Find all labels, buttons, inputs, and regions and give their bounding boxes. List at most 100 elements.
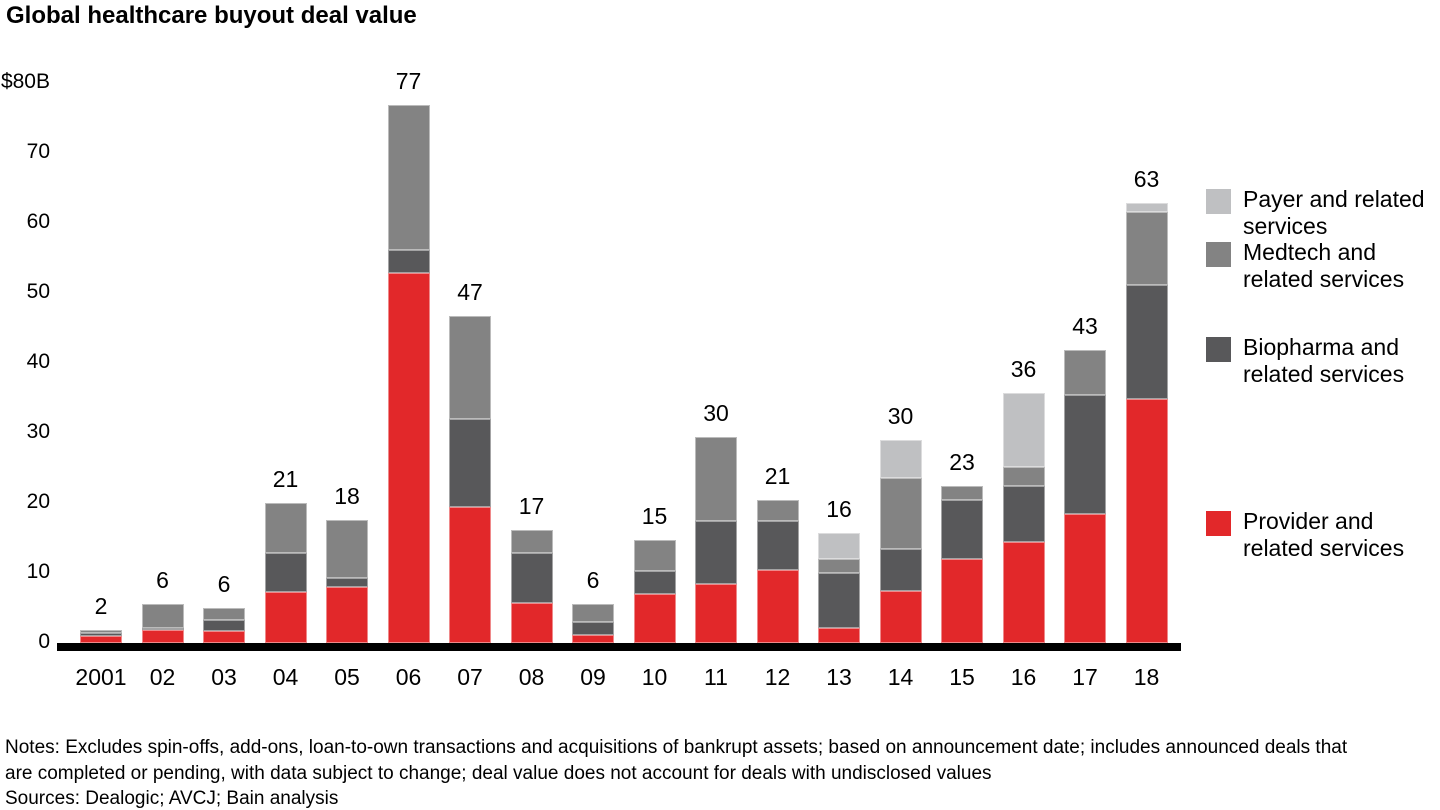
- bar-segment: [141, 630, 184, 643]
- bar-segment: [879, 477, 922, 550]
- x-tick-label: 03: [211, 664, 237, 690]
- bar-segment: [695, 436, 737, 521]
- bar-segment: [818, 628, 860, 643]
- bar-segment: [818, 573, 860, 629]
- bar-segment: [941, 485, 983, 500]
- bar-13: [818, 533, 860, 643]
- bar-segment: [879, 591, 922, 643]
- bar-segment: [695, 584, 737, 643]
- bar-segment: [1125, 285, 1168, 400]
- bar-segment: [1125, 399, 1168, 643]
- provider-swatch-icon: [1206, 511, 1231, 536]
- x-tick-label: 04: [272, 664, 299, 690]
- y-tick-label: 50: [26, 280, 50, 303]
- bar-05: [326, 519, 368, 643]
- bar-16: [1002, 393, 1045, 643]
- x-tick-label: 09: [580, 664, 606, 690]
- bar-segment: [141, 627, 184, 631]
- x-tick-label: 08: [518, 664, 545, 690]
- bar-segment: [756, 520, 799, 570]
- bar-segment: [264, 553, 307, 592]
- y-tick-label: 20: [26, 490, 50, 513]
- bar-total-label: 47: [457, 279, 483, 306]
- x-tick-label: 2001: [75, 664, 127, 690]
- bar-segment: [1125, 203, 1168, 212]
- bar-15: [941, 485, 983, 643]
- bar-segment: [1002, 393, 1045, 467]
- bar-total-label: 6: [586, 566, 600, 593]
- bar-segment: [633, 570, 676, 594]
- bar-total-label: 77: [395, 67, 422, 94]
- bar-segment: [203, 619, 245, 632]
- bar-segment: [387, 272, 430, 643]
- bar-segment: [941, 559, 983, 643]
- bar-segment: [203, 631, 245, 643]
- x-tick-label: 14: [887, 664, 914, 690]
- bar-segment: [510, 552, 553, 604]
- x-tick-label: 18: [1133, 664, 1160, 690]
- legend-label: Biopharma and related services: [1243, 334, 1405, 387]
- bar-segment: [695, 520, 737, 585]
- chart-title: Global healthcare buyout deal value: [6, 2, 417, 29]
- x-tick-label: 06: [395, 664, 422, 690]
- legend-item-biopharma: Biopharma and related services: [1206, 334, 1404, 388]
- bar-10: [633, 540, 676, 643]
- bar-segment: [510, 603, 553, 643]
- y-tick-label: 70: [26, 140, 50, 163]
- bar-segment: [879, 440, 922, 478]
- x-tick-label: 13: [826, 664, 852, 690]
- bar-total-label: 21: [272, 466, 299, 492]
- bar-segment: [818, 559, 860, 573]
- bar-12: [756, 499, 799, 643]
- bar-segment: [326, 587, 368, 643]
- y-tick-label: $80B: [0, 70, 50, 93]
- bar-total-label: 18: [334, 482, 360, 509]
- bar-segment: [941, 499, 983, 559]
- y-tick-label: 40: [26, 350, 50, 373]
- biopharma-swatch-icon: [1206, 337, 1231, 362]
- bar-segment: [633, 540, 676, 571]
- bar-total-label: 30: [887, 403, 914, 429]
- y-tick-label: 30: [26, 420, 50, 443]
- x-tick-label: 07: [457, 664, 483, 690]
- payer-swatch-icon: [1206, 189, 1231, 214]
- bar-total-label: 63: [1133, 166, 1160, 193]
- x-tick-label: 16: [1010, 664, 1037, 690]
- bar-04: [264, 503, 307, 643]
- bar-06: [387, 104, 430, 643]
- legend-item-medtech: Medtech and related services: [1206, 239, 1404, 293]
- legend-item-provider: Provider and related services: [1206, 508, 1404, 562]
- bar-segment: [756, 569, 799, 643]
- bar-total-label: 17: [518, 492, 545, 519]
- bar-segment: [387, 250, 430, 273]
- bar-segment: [756, 499, 799, 521]
- bar-02: [141, 603, 184, 643]
- x-tick-label: 05: [334, 664, 360, 690]
- x-tick-label: 10: [641, 664, 668, 690]
- y-tick-label: 0: [38, 630, 50, 653]
- bar-2001: [80, 629, 122, 643]
- bar-total-label: 36: [1010, 356, 1037, 383]
- bar-segment: [326, 519, 368, 578]
- bar-segment: [1002, 542, 1045, 643]
- bar-09: [572, 603, 614, 643]
- bar-segment: [633, 594, 676, 643]
- bar-total-label: 30: [703, 399, 729, 426]
- bar-segment: [510, 529, 553, 553]
- legend-label: Medtech and related services: [1243, 239, 1405, 292]
- x-axis-baseline: [57, 643, 1181, 651]
- bar-segment: [1064, 513, 1106, 643]
- bar-total-label: 2: [94, 592, 108, 619]
- bar-segment: [572, 603, 614, 622]
- bar-14: [879, 440, 922, 643]
- bar-segment: [572, 634, 614, 643]
- bar-segment: [80, 636, 122, 643]
- bar-segment: [572, 622, 614, 635]
- bar-segment: [264, 591, 307, 643]
- bar-total-label: 21: [764, 462, 791, 489]
- bar-segment: [1125, 211, 1168, 286]
- notes-line-1: Notes: Excludes spin-offs, add-ons, loan…: [5, 737, 1348, 758]
- bar-segment: [1002, 466, 1045, 486]
- x-tick-label: 12: [764, 664, 791, 690]
